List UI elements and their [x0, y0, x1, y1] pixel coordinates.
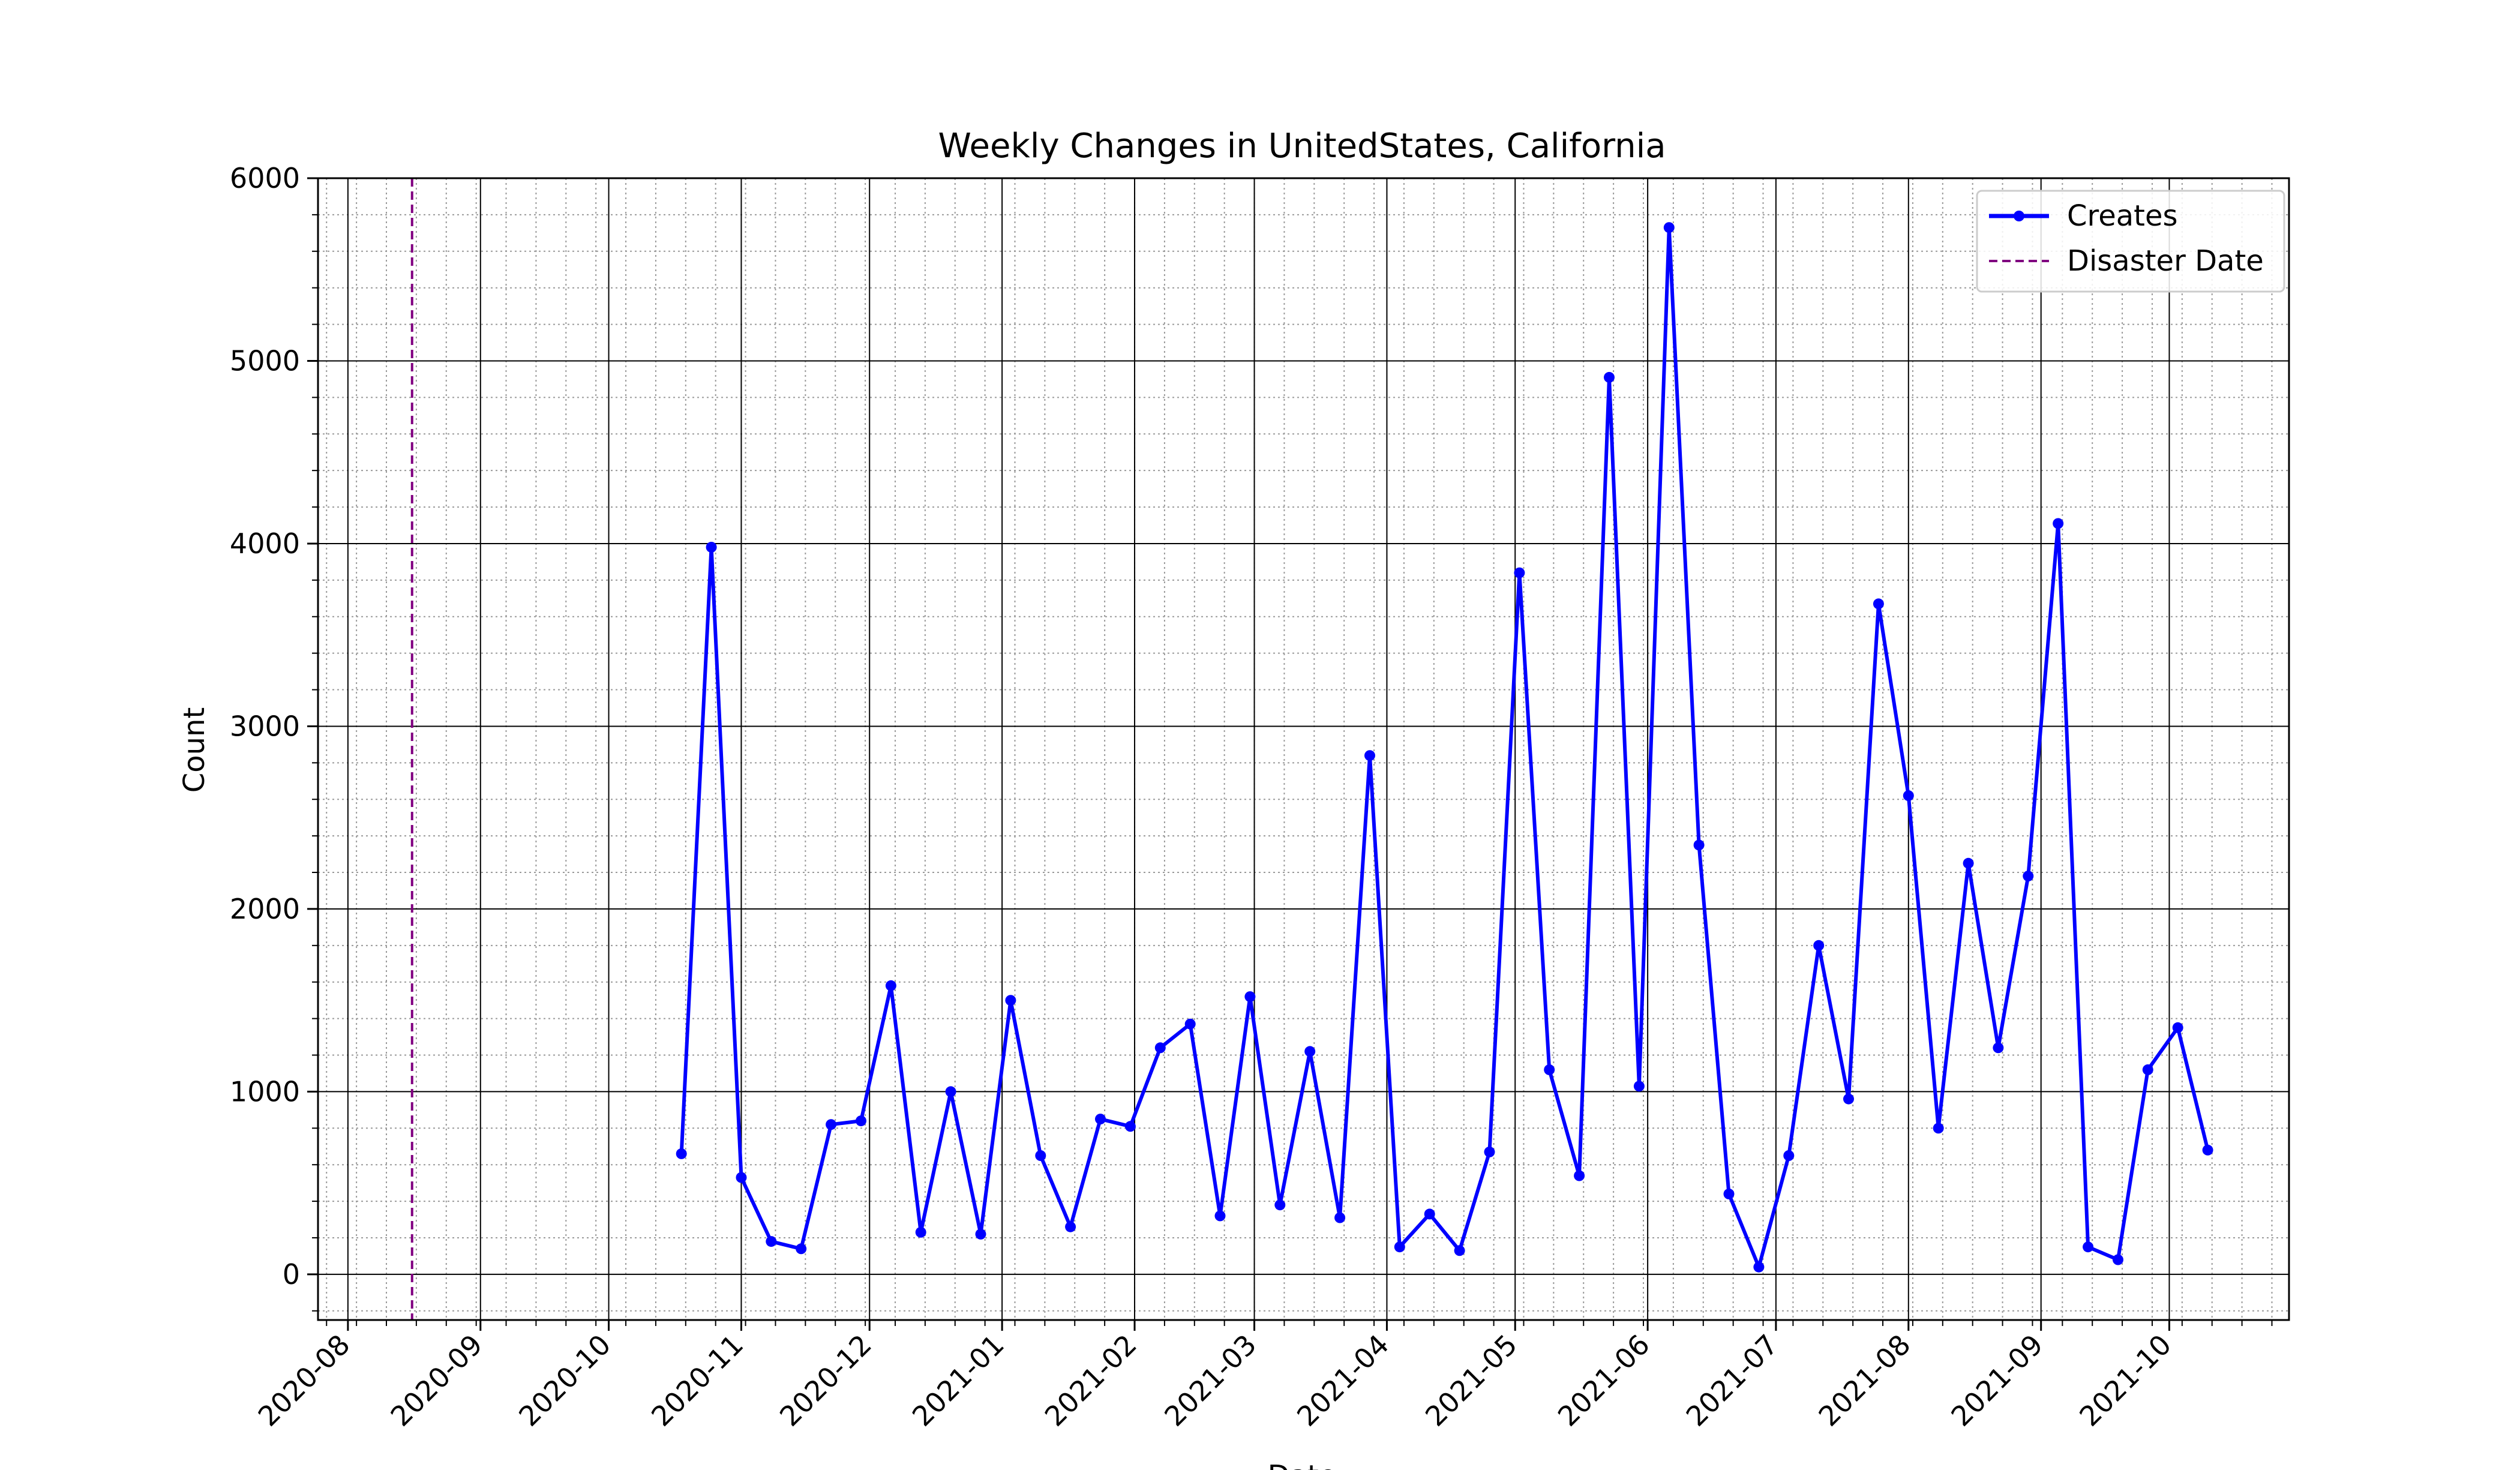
- creates-point: [1693, 839, 1705, 851]
- creates-point: [2172, 1022, 2183, 1033]
- creates-point: [1274, 1199, 1286, 1211]
- chart-title: Weekly Changes in UnitedStates, Californ…: [938, 127, 1666, 166]
- creates-point: [2023, 871, 2034, 882]
- legend-disaster-label: Disaster Date: [2067, 244, 2264, 278]
- legend-box: [1976, 190, 2285, 293]
- creates-point: [915, 1226, 926, 1238]
- plot-frame: [317, 177, 2290, 1321]
- creates-point: [676, 1148, 687, 1159]
- legend: Creates Disaster Date: [1976, 190, 2285, 293]
- major-grid: [318, 178, 2289, 1320]
- creates-point: [885, 980, 896, 991]
- creates-point: [975, 1228, 986, 1240]
- creates-point: [1394, 1241, 1405, 1253]
- creates-point: [1304, 1046, 1316, 1057]
- creates-point: [2113, 1254, 2123, 1265]
- y-tick-label: 5000: [230, 344, 300, 377]
- creates-point: [766, 1236, 777, 1247]
- creates-point: [1154, 1042, 1166, 1054]
- creates-point: [2053, 518, 2064, 529]
- creates-point: [1933, 1123, 1944, 1134]
- y-tick-label: 1000: [230, 1075, 300, 1108]
- creates-point: [1963, 857, 1974, 869]
- creates-point: [1903, 790, 1914, 802]
- creates-point: [856, 1115, 866, 1127]
- y-tick-label: 0: [283, 1258, 300, 1291]
- creates-series: [676, 222, 2213, 1273]
- legend-creates-label: Creates: [2067, 199, 2178, 233]
- axis-ticks: [307, 177, 2273, 1331]
- creates-point: [1454, 1245, 1465, 1256]
- creates-point: [1065, 1221, 1076, 1232]
- creates-point: [1184, 1018, 1196, 1030]
- creates-point: [1873, 598, 1884, 610]
- creates-point: [1843, 1093, 1854, 1105]
- creates-point: [1604, 371, 1615, 383]
- creates-point: [1424, 1208, 1435, 1220]
- creates-line: [679, 226, 2210, 1269]
- y-tick-label: 4000: [230, 527, 300, 560]
- creates-point: [1364, 750, 1375, 761]
- creates-point: [1723, 1188, 1735, 1199]
- creates-point: [826, 1119, 837, 1130]
- creates-point: [1663, 222, 1675, 233]
- creates-point: [1095, 1114, 1106, 1125]
- creates-point: [1035, 1150, 1046, 1161]
- creates-point: [2142, 1064, 2153, 1075]
- creates-point: [1514, 567, 1525, 578]
- creates-point: [945, 1086, 956, 1097]
- creates-point: [1633, 1081, 1645, 1092]
- legend-creates-marker: [2014, 211, 2024, 221]
- creates-point: [1484, 1146, 1495, 1157]
- creates-point: [1124, 1121, 1136, 1132]
- creates-point: [1005, 995, 1016, 1006]
- y-tick-label: 3000: [230, 710, 300, 742]
- creates-point: [1813, 940, 1825, 951]
- creates-point: [1244, 991, 1256, 1003]
- creates-point: [1544, 1064, 1555, 1075]
- creates-point: [2083, 1241, 2094, 1253]
- x-axis-label: Date: [1268, 1459, 1337, 1470]
- creates-point: [706, 542, 717, 553]
- creates-point: [1753, 1261, 1765, 1273]
- creates-point: [1334, 1212, 1346, 1223]
- y-tick-label: 6000: [230, 162, 300, 194]
- creates-point: [2202, 1144, 2213, 1156]
- y-tick-labels: 0 1000 2000 3000 4000 5000 6000: [230, 162, 300, 1291]
- creates-point: [796, 1243, 807, 1255]
- creates-point: [1993, 1042, 2004, 1054]
- y-tick-label: 2000: [230, 893, 300, 925]
- creates-point: [1783, 1150, 1795, 1161]
- creates-point: [736, 1172, 747, 1183]
- creates-point: [1574, 1170, 1585, 1181]
- y-axis-label: Count: [178, 707, 211, 793]
- creates-point: [1214, 1210, 1226, 1222]
